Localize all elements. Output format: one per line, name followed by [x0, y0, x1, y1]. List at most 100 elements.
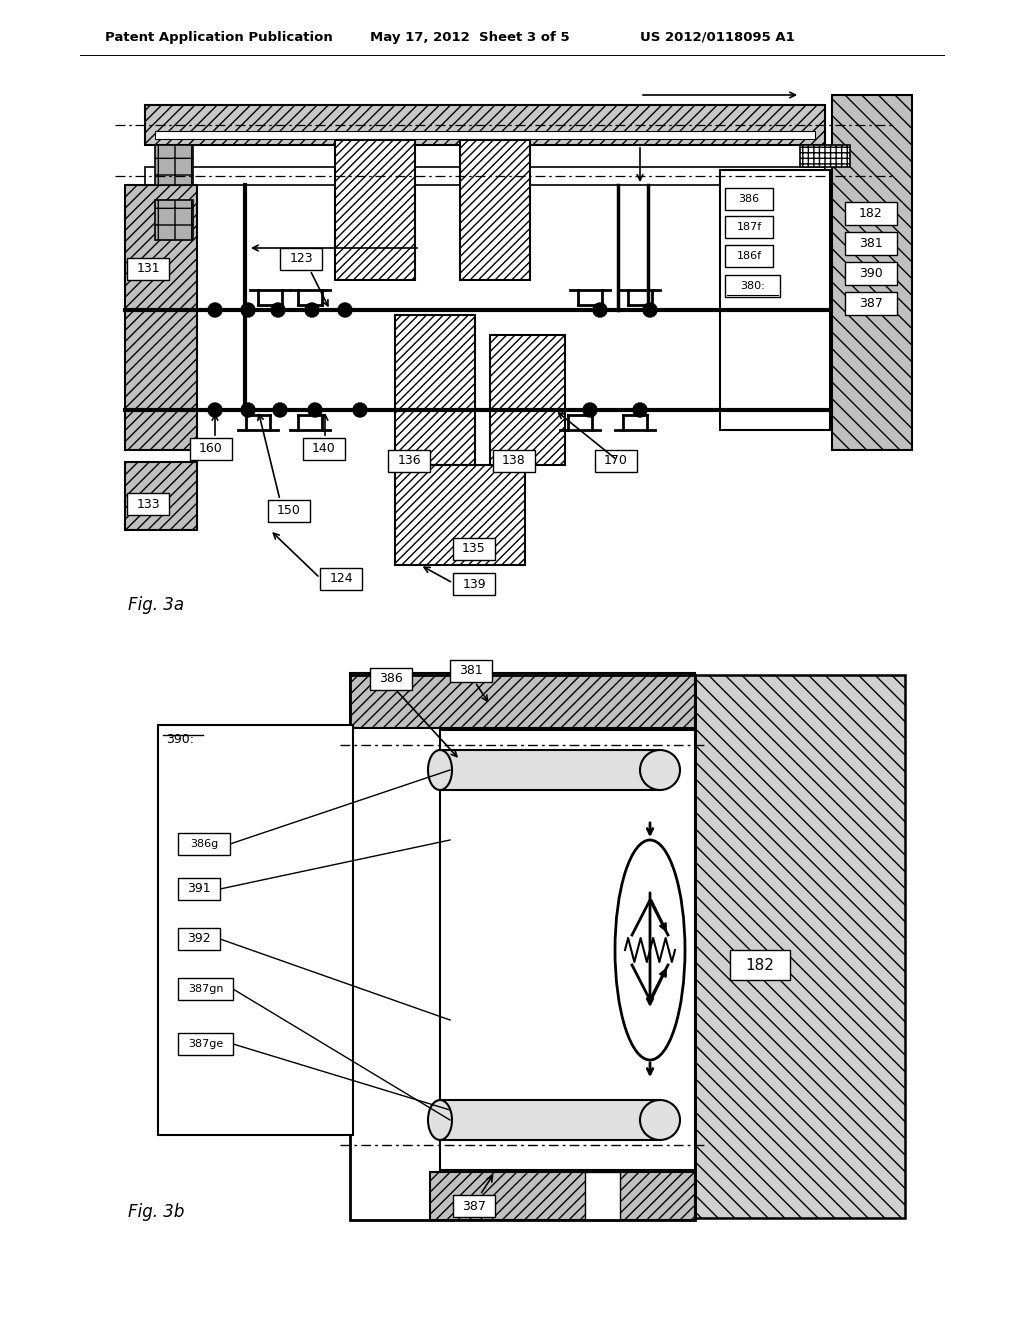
Bar: [155, 145, 193, 185]
Text: 139: 139: [462, 578, 485, 590]
Bar: [190, 438, 232, 459]
Text: 140: 140: [312, 442, 336, 455]
Bar: [127, 257, 169, 280]
Circle shape: [208, 403, 222, 417]
Text: 386g: 386g: [189, 840, 218, 849]
Circle shape: [241, 403, 255, 417]
Bar: [453, 1195, 495, 1217]
Bar: [158, 725, 353, 1135]
Text: 386: 386: [738, 194, 760, 205]
Bar: [370, 668, 412, 690]
Ellipse shape: [640, 1100, 680, 1140]
Bar: [453, 573, 495, 595]
Text: 182: 182: [745, 957, 774, 973]
Text: 381: 381: [459, 664, 483, 677]
Bar: [493, 450, 535, 473]
Ellipse shape: [640, 750, 680, 789]
Bar: [178, 1034, 233, 1055]
Bar: [319, 568, 362, 590]
Bar: [127, 492, 169, 515]
Text: 150: 150: [278, 504, 301, 517]
Text: 387: 387: [859, 297, 883, 310]
Ellipse shape: [428, 750, 452, 789]
Bar: [831, 95, 912, 450]
Bar: [460, 140, 530, 280]
Bar: [595, 450, 637, 473]
Text: 123: 123: [289, 252, 312, 265]
Bar: [430, 1172, 695, 1220]
Circle shape: [338, 304, 352, 317]
Bar: [178, 978, 233, 1001]
Circle shape: [308, 403, 322, 417]
Bar: [145, 168, 825, 185]
Text: 387ge: 387ge: [187, 1039, 223, 1049]
Text: 135: 135: [462, 543, 485, 556]
Bar: [145, 106, 825, 145]
Circle shape: [271, 304, 285, 317]
Text: 186f: 186f: [736, 251, 762, 261]
Bar: [178, 833, 230, 855]
Circle shape: [305, 304, 319, 317]
Text: 386: 386: [379, 672, 402, 685]
Bar: [125, 462, 197, 531]
Circle shape: [353, 403, 367, 417]
Circle shape: [643, 304, 657, 317]
Text: Patent Application Publication: Patent Application Publication: [105, 30, 333, 44]
Bar: [730, 950, 790, 979]
Bar: [800, 145, 850, 168]
Circle shape: [273, 403, 287, 417]
Bar: [845, 232, 897, 255]
Bar: [178, 928, 220, 950]
Bar: [453, 539, 495, 560]
Bar: [720, 170, 830, 430]
Text: 131: 131: [136, 263, 160, 276]
Text: US 2012/0118095 A1: US 2012/0118095 A1: [640, 30, 795, 44]
Bar: [725, 187, 773, 210]
Bar: [350, 675, 695, 1220]
Text: 187f: 187f: [736, 222, 762, 232]
Bar: [350, 673, 695, 729]
Text: 387: 387: [462, 1200, 486, 1213]
Bar: [585, 1172, 620, 1220]
Bar: [335, 140, 415, 280]
Text: 392: 392: [187, 932, 211, 945]
Bar: [395, 465, 525, 565]
Bar: [125, 185, 197, 450]
Bar: [388, 450, 430, 473]
Bar: [845, 292, 897, 315]
Text: 391: 391: [187, 883, 211, 895]
Text: 182: 182: [859, 207, 883, 220]
Bar: [440, 750, 660, 789]
Text: 133: 133: [136, 498, 160, 511]
Bar: [155, 201, 193, 240]
Bar: [450, 660, 492, 682]
Bar: [725, 275, 780, 297]
Bar: [268, 500, 310, 521]
Text: 381: 381: [859, 238, 883, 249]
Bar: [178, 878, 220, 900]
Bar: [490, 335, 565, 465]
Text: 380:: 380:: [740, 281, 765, 290]
Text: Fig. 3b: Fig. 3b: [128, 1203, 184, 1221]
Ellipse shape: [615, 840, 685, 1060]
Text: Fig. 3a: Fig. 3a: [128, 597, 184, 614]
Circle shape: [633, 403, 647, 417]
Bar: [395, 315, 475, 465]
Text: 138: 138: [502, 454, 526, 467]
Bar: [725, 216, 773, 238]
Text: 387gn: 387gn: [187, 983, 223, 994]
Bar: [280, 248, 322, 271]
Circle shape: [241, 304, 255, 317]
Text: 160: 160: [199, 442, 223, 455]
Bar: [440, 730, 695, 1170]
Bar: [303, 438, 345, 459]
Text: 170: 170: [604, 454, 628, 467]
Bar: [155, 131, 815, 139]
Bar: [440, 1100, 660, 1140]
Text: May 17, 2012  Sheet 3 of 5: May 17, 2012 Sheet 3 of 5: [370, 30, 569, 44]
Bar: [695, 675, 905, 1218]
Bar: [725, 246, 773, 267]
Circle shape: [208, 304, 222, 317]
Bar: [845, 261, 897, 285]
Ellipse shape: [428, 1100, 452, 1140]
